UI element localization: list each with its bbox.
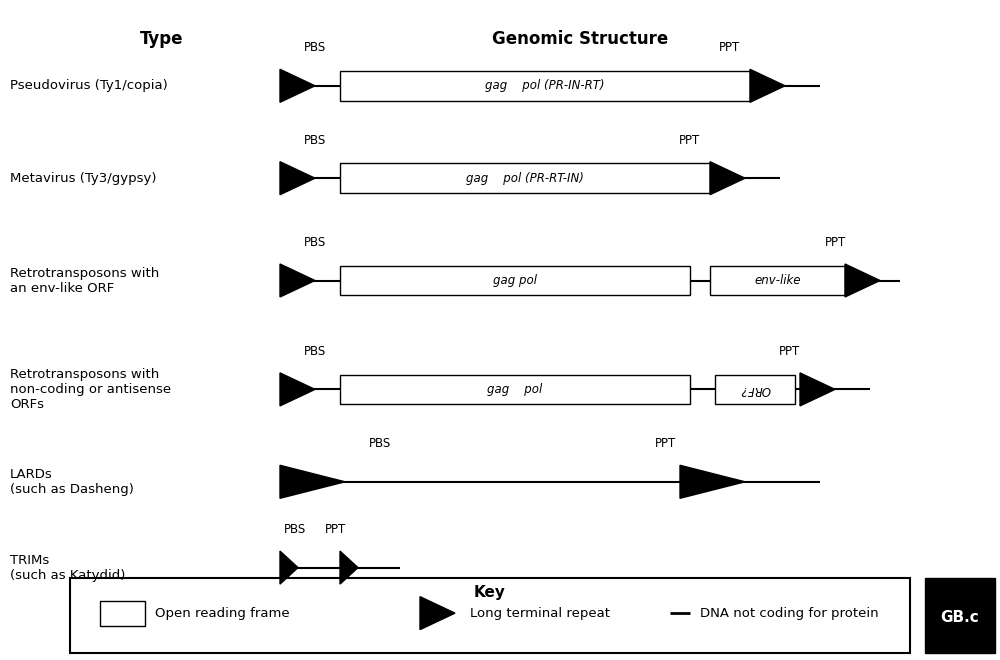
FancyBboxPatch shape [710,265,845,296]
Text: Retrotransposons with
non-coding or antisense
ORFs: Retrotransposons with non-coding or anti… [10,368,171,411]
Text: ORF?: ORF? [740,383,770,396]
Text: LARDs
(such as Dasheng): LARDs (such as Dasheng) [10,468,134,496]
Polygon shape [280,551,298,584]
Text: PBS: PBS [369,437,391,450]
FancyBboxPatch shape [340,163,710,193]
Polygon shape [280,465,345,498]
FancyBboxPatch shape [340,71,750,100]
Text: env-like: env-like [754,274,801,287]
Polygon shape [750,69,785,102]
FancyBboxPatch shape [715,375,795,404]
Text: Key: Key [474,585,506,601]
Text: gag    pol (PR-RT-IN): gag pol (PR-RT-IN) [466,172,584,185]
Text: PPT: PPT [324,523,346,536]
Polygon shape [420,597,455,630]
Text: GB.c: GB.c [941,610,979,624]
Text: Long terminal repeat: Long terminal repeat [470,607,610,620]
Text: PPT: PPT [679,133,701,147]
Polygon shape [680,465,745,498]
Polygon shape [280,69,315,102]
Text: Genomic Structure: Genomic Structure [492,30,668,48]
Polygon shape [280,264,315,297]
Text: PPT: PPT [654,437,676,450]
Text: PBS: PBS [304,133,326,147]
Text: gag pol: gag pol [493,274,537,287]
Polygon shape [280,373,315,406]
Text: PPT: PPT [824,236,846,249]
Polygon shape [280,162,315,195]
Polygon shape [710,162,745,195]
Text: Retrotransposons with
an env-like ORF: Retrotransposons with an env-like ORF [10,267,159,294]
Text: PBS: PBS [284,523,306,536]
Text: PBS: PBS [304,41,326,54]
Text: Metavirus (Ty3/gypsy): Metavirus (Ty3/gypsy) [10,172,156,185]
FancyBboxPatch shape [100,601,145,626]
Polygon shape [845,264,880,297]
Text: gag    pol: gag pol [487,383,543,396]
Text: Type: Type [140,30,184,48]
Text: Open reading frame: Open reading frame [155,607,290,620]
FancyBboxPatch shape [70,578,910,653]
Text: gag    pol (PR-IN-RT): gag pol (PR-IN-RT) [485,79,605,92]
Text: PBS: PBS [304,345,326,358]
Text: PPT: PPT [779,345,801,358]
Text: PBS: PBS [304,236,326,249]
FancyBboxPatch shape [340,265,690,296]
Text: TRIMs
(such as Katydid): TRIMs (such as Katydid) [10,554,125,581]
Text: DNA not coding for protein: DNA not coding for protein [700,607,879,620]
Text: PPT: PPT [719,41,741,54]
Polygon shape [340,551,358,584]
FancyBboxPatch shape [340,375,690,404]
Text: Pseudovirus (Ty1/copia): Pseudovirus (Ty1/copia) [10,79,168,92]
FancyBboxPatch shape [925,578,995,653]
Polygon shape [800,373,835,406]
